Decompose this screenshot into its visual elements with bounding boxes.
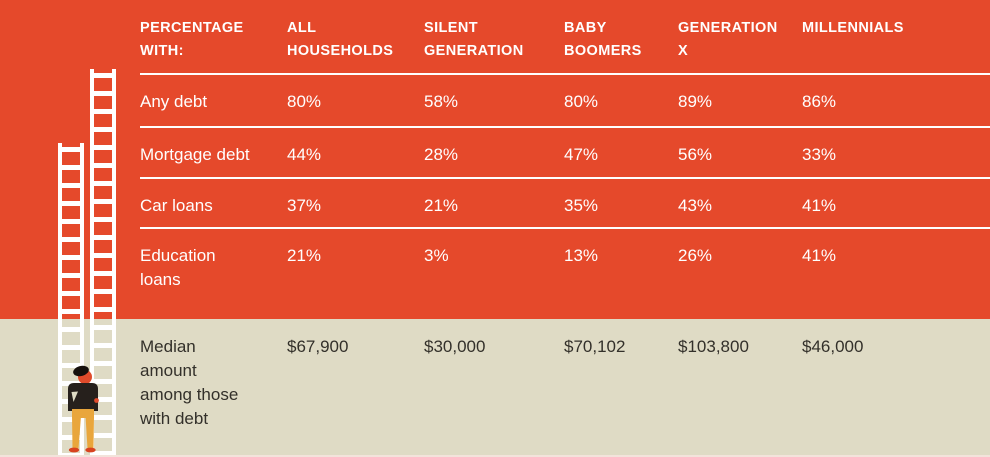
value-cell: 3% xyxy=(424,246,449,265)
person-hips xyxy=(72,409,94,418)
person-illustration xyxy=(68,365,99,453)
value-cell: 41% xyxy=(802,246,837,265)
value-cell: 44% xyxy=(287,145,322,164)
table-row-median-amount: Median amount among those with debt $67,… xyxy=(140,319,990,457)
row-label: Median amount among those with debt xyxy=(140,337,239,428)
value-cell: 26% xyxy=(678,246,713,265)
row-label: Car loans xyxy=(140,196,213,215)
value-cell: 13% xyxy=(564,246,599,265)
value-cell: 86% xyxy=(802,92,837,111)
value-cell: 80% xyxy=(287,92,322,111)
value-cell: $67,900 xyxy=(287,337,349,356)
person-beret xyxy=(73,365,89,377)
person-left-leg xyxy=(72,416,81,449)
row-label: Any debt xyxy=(140,92,208,111)
person-right-shoe xyxy=(85,447,96,453)
table-row-car-loans: Car loans 37% 21% 35% 43% 41% xyxy=(140,177,990,227)
table-corner-header: PERCENTAGE WITH: xyxy=(140,20,244,59)
person-right-leg xyxy=(85,416,94,449)
value-cell: 33% xyxy=(802,145,837,164)
value-cell: 56% xyxy=(678,145,713,164)
table-row-education-loans: Education loans 21% 3% 13% 26% 41% xyxy=(140,227,990,319)
column-header-silent-generation: SILENT GENERATION xyxy=(424,20,524,59)
value-cell: 43% xyxy=(678,196,713,215)
value-cell: 89% xyxy=(678,92,713,111)
row-label: Education loans xyxy=(140,246,216,289)
orange-background-panel xyxy=(0,0,990,319)
beige-background-panel xyxy=(0,319,990,457)
table-row-mortgage-debt: Mortgage debt 44% 28% 47% 56% 33% xyxy=(140,126,990,177)
column-header-millennials: MILLENNIALS xyxy=(802,20,904,36)
value-cell: $30,000 xyxy=(424,337,486,356)
value-cell: 47% xyxy=(564,145,599,164)
column-header-baby-boomers: BABY BOOMERS xyxy=(564,20,642,59)
bottom-edge-strip xyxy=(0,455,990,457)
value-cell: 35% xyxy=(564,196,599,215)
value-cell: 21% xyxy=(287,246,322,265)
value-cell: $46,000 xyxy=(802,337,864,356)
value-cell: 80% xyxy=(564,92,599,111)
value-cell: 21% xyxy=(424,196,459,215)
table-header-row: PERCENTAGE WITH: ALL HOUSEHOLDS SILENT G… xyxy=(140,0,990,73)
person-hand xyxy=(94,398,99,403)
value-cell: 41% xyxy=(802,196,837,215)
table-row-any-debt: Any debt 80% 58% 80% 89% 86% xyxy=(140,73,990,126)
value-cell: 37% xyxy=(287,196,322,215)
column-header-all-households: ALL HOUSEHOLDS xyxy=(287,20,394,59)
column-header-generation-x: GENERATION X xyxy=(678,20,778,59)
person-arm-gap xyxy=(71,391,78,402)
value-cell: $103,800 xyxy=(678,337,749,356)
person-torso xyxy=(68,383,98,411)
value-cell: 28% xyxy=(424,145,459,164)
value-cell: $70,102 xyxy=(564,337,626,356)
person-figure xyxy=(68,365,99,453)
row-label: Mortgage debt xyxy=(140,145,250,164)
value-cell: 58% xyxy=(424,92,459,111)
person-left-shoe xyxy=(68,447,80,453)
